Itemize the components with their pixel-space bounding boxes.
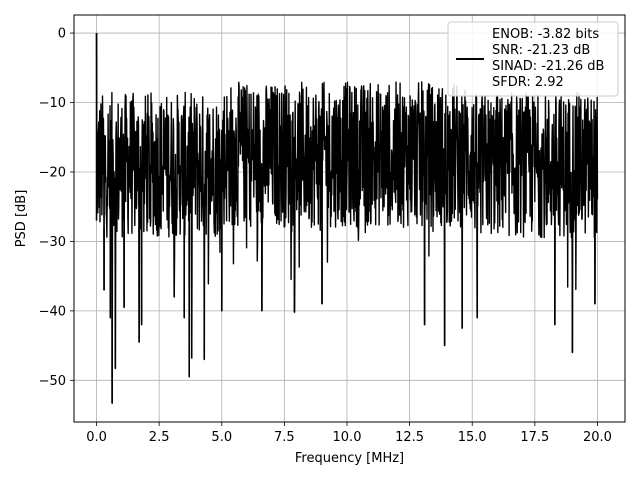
legend-box: [447, 21, 619, 97]
y-tick-label: −30: [39, 235, 66, 250]
x-tick-label: 17.5: [520, 430, 549, 445]
legend-sfdr: SFDR: 2.92: [492, 75, 564, 90]
y-tick-label: −40: [39, 304, 66, 319]
legend: ENOB: -3.82 bits SNR: -21.23 dB SINAD: -…: [447, 21, 619, 97]
x-tick-label: 5.0: [211, 430, 232, 445]
y-tick-label: −20: [39, 165, 66, 180]
x-tick-label: 20.0: [583, 430, 612, 445]
x-tick-label: 15.0: [458, 430, 487, 445]
x-tick-label: 7.5: [274, 430, 295, 445]
axis-ticks: 0.0 2.5 5.0 7.5 10.0 12.5 15.0 17.5 20.0 0 −10 −20 −…: [39, 27, 612, 445]
x-tick-label: 12.5: [395, 430, 424, 445]
y-tick-label: −50: [39, 374, 66, 389]
legend-sinad: SINAD: -21.26 dB: [492, 59, 604, 74]
y-axis-label: PSD [dB]: [14, 190, 29, 248]
legend-enob: ENOB: -3.82 bits: [492, 27, 599, 42]
psd-series-line: [95, 33, 599, 404]
y-tick-label: 0: [58, 27, 66, 42]
x-tick-label: 0.0: [86, 430, 107, 445]
x-tick-label: 10.0: [333, 430, 362, 445]
legend-snr: SNR: -21.23 dB: [492, 43, 590, 58]
psd-dips: [95, 33, 596, 404]
y-tick-label: −10: [39, 96, 66, 111]
plot-frame: [73, 14, 626, 423]
psd-trace: [95, 33, 599, 404]
x-axis-label: Frequency [MHz]: [295, 451, 404, 466]
x-tick-label: 2.5: [149, 430, 170, 445]
